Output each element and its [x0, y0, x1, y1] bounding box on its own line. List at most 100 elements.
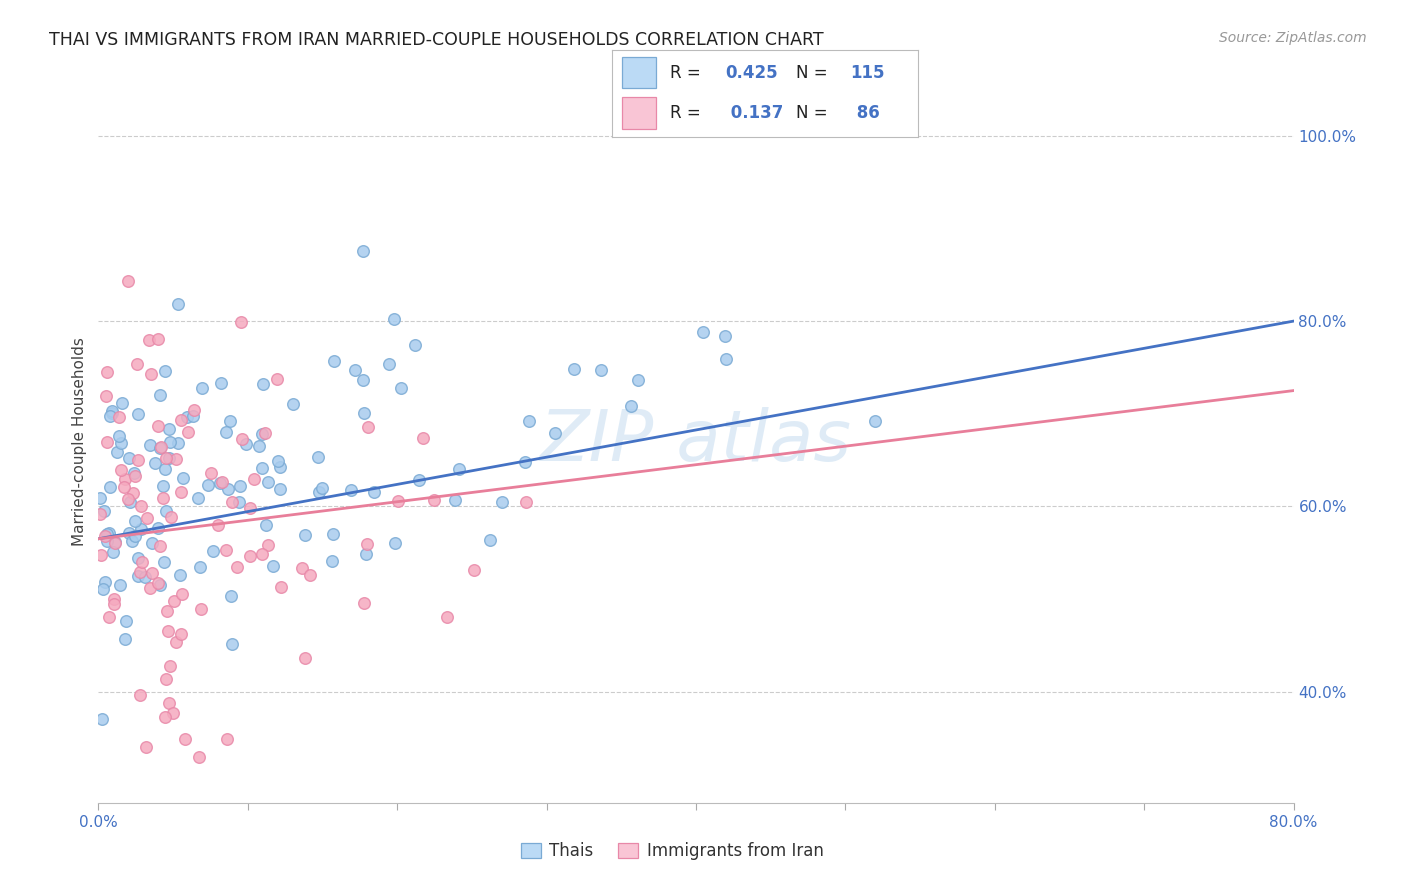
Point	[252, 547, 274, 561]
Point	[89, 507, 111, 521]
Point	[105, 445, 128, 459]
Point	[865, 414, 887, 428]
Point	[121, 534, 143, 549]
Point	[110, 463, 132, 477]
Point	[692, 325, 714, 339]
Point	[188, 750, 211, 764]
Text: 0.137: 0.137	[725, 103, 783, 122]
Text: ZIP atlas: ZIP atlas	[540, 407, 852, 476]
Point	[716, 351, 738, 366]
Point	[103, 597, 125, 611]
Point	[343, 362, 366, 376]
Point	[384, 535, 406, 549]
Point	[211, 475, 233, 489]
Point	[93, 504, 115, 518]
Point	[157, 624, 180, 639]
Point	[356, 537, 378, 551]
Point	[155, 363, 177, 377]
Point	[139, 438, 162, 452]
Point	[170, 413, 193, 427]
Point	[352, 244, 374, 258]
Point	[152, 555, 174, 569]
Point	[627, 373, 650, 387]
Point	[243, 472, 266, 486]
Point	[217, 731, 239, 746]
Text: 86: 86	[851, 103, 879, 122]
Point	[544, 426, 567, 441]
Point	[352, 373, 374, 387]
Point	[166, 297, 188, 311]
Point	[146, 575, 169, 590]
Point	[149, 578, 172, 592]
Point	[127, 407, 149, 421]
Point	[149, 440, 172, 454]
Point	[188, 560, 211, 574]
Point	[101, 404, 124, 418]
Point	[250, 461, 273, 475]
Point	[172, 471, 194, 485]
Point	[266, 372, 288, 386]
Point	[183, 402, 205, 417]
Point	[167, 435, 190, 450]
Point	[101, 406, 124, 420]
Point	[221, 637, 243, 651]
Point	[187, 491, 209, 505]
Point	[141, 566, 163, 581]
Point	[323, 354, 346, 368]
Point	[281, 397, 304, 411]
Point	[209, 376, 232, 391]
Point	[153, 709, 176, 723]
Point	[152, 491, 174, 506]
Point	[129, 522, 152, 536]
Point	[176, 410, 198, 425]
Point	[463, 563, 485, 577]
Point	[135, 740, 157, 755]
Point	[252, 376, 274, 391]
FancyBboxPatch shape	[623, 57, 657, 88]
Point	[321, 554, 343, 568]
Point	[517, 414, 540, 428]
Y-axis label: Married-couple Households: Married-couple Households	[72, 337, 87, 546]
Point	[201, 544, 224, 558]
Point	[90, 549, 112, 563]
Text: Source: ZipAtlas.com: Source: ZipAtlas.com	[1219, 31, 1367, 45]
Point	[118, 526, 141, 541]
FancyBboxPatch shape	[623, 97, 657, 128]
Point	[387, 494, 409, 508]
Point	[96, 526, 118, 541]
Point	[162, 706, 184, 720]
Point	[215, 425, 238, 440]
Point	[322, 526, 344, 541]
Legend: Thais, Immigrants from Iran: Thais, Immigrants from Iran	[515, 836, 830, 867]
Point	[353, 406, 375, 420]
Point	[170, 587, 193, 601]
Point	[436, 609, 458, 624]
Point	[139, 367, 162, 381]
Point	[515, 455, 537, 469]
Point	[157, 422, 180, 436]
Point	[124, 468, 146, 483]
Point	[101, 545, 124, 559]
Point	[357, 420, 380, 434]
Point	[254, 425, 277, 440]
Point	[148, 332, 170, 346]
Point	[165, 451, 187, 466]
Point	[117, 491, 139, 506]
Point	[163, 594, 186, 608]
Point	[404, 338, 426, 352]
Point	[267, 453, 290, 467]
Point	[98, 609, 121, 624]
Point	[200, 466, 222, 480]
Point	[311, 481, 333, 495]
Point	[620, 399, 643, 413]
Point	[239, 549, 262, 563]
Point	[239, 500, 262, 515]
Point	[591, 363, 613, 377]
Point	[254, 518, 277, 533]
Point	[143, 457, 166, 471]
Point	[152, 479, 174, 493]
Point	[146, 521, 169, 535]
Point	[228, 495, 250, 509]
Point	[478, 533, 501, 547]
Point	[111, 396, 134, 410]
